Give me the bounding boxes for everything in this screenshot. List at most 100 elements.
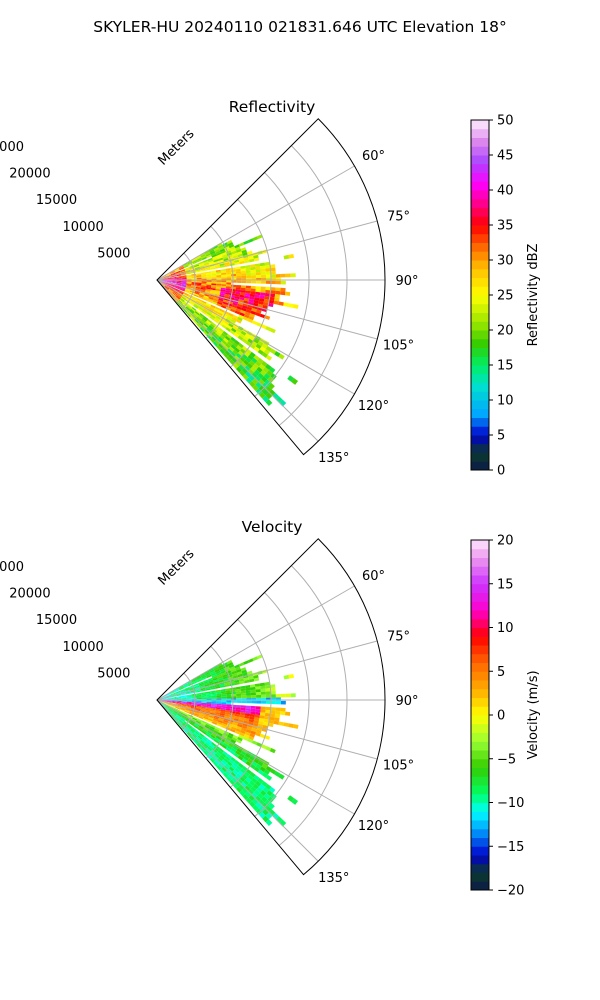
echo-cell: [170, 705, 176, 708]
echo-cell: [180, 725, 185, 730]
echo-cell: [210, 314, 216, 319]
echo-cell: [181, 280, 187, 282]
echo-cell: [268, 802, 275, 810]
echo-cell: [220, 711, 226, 714]
echo-cell: [216, 273, 222, 276]
echo-cell: [260, 271, 266, 275]
echo-cell: [176, 274, 182, 277]
echo-cell: [165, 704, 171, 707]
echo-cell: [261, 343, 268, 350]
echo-cell: [207, 738, 213, 744]
echo-cell: [235, 711, 241, 715]
echo-cell: [186, 695, 192, 697]
echo-cell: [175, 285, 181, 288]
echo-cell: [264, 261, 270, 266]
colorbar-segment: [471, 286, 489, 296]
echo-cell: [171, 697, 177, 699]
echo-cell: [256, 742, 263, 748]
echo-cell: [174, 296, 180, 301]
echo-cell: [253, 758, 260, 764]
azimuth-gridline: [156, 699, 378, 760]
echo-cell: [236, 345, 242, 351]
echo-cell: [172, 712, 177, 717]
echo-cell: [184, 300, 189, 305]
echo-cell: [166, 700, 172, 702]
echo-cell: [214, 668, 220, 673]
echo-cell: [219, 712, 225, 716]
echo-cell: [214, 726, 221, 731]
echo-cell: [238, 678, 245, 682]
echo-cell: [206, 701, 212, 704]
echo-cell: [241, 305, 248, 310]
echo-cell: [225, 726, 231, 731]
echo-cell: [218, 336, 224, 342]
echo-cell: [258, 363, 266, 370]
colorbar-segment: [471, 680, 489, 690]
colorbar-tick-label: 10: [497, 394, 514, 409]
echo-cell: [201, 310, 207, 315]
echo-cell: [217, 242, 223, 247]
colorbar-segment: [471, 128, 489, 138]
echo-cell: [255, 689, 261, 693]
colorbar-segment: [471, 452, 489, 462]
echo-cell: [283, 722, 289, 727]
echo-cell: [241, 275, 247, 279]
echo-cell: [183, 713, 189, 717]
echo-cell: [251, 777, 258, 784]
echo-cell: [241, 758, 248, 764]
echo-cell: [246, 695, 252, 699]
echo-cell: [177, 713, 182, 718]
echo-cell: [278, 301, 284, 306]
echo-cell: [235, 668, 242, 673]
echo-cell: [201, 273, 207, 276]
echo-cell: [170, 706, 176, 709]
echo-cell: [205, 691, 212, 694]
echo-cell: [196, 283, 202, 286]
echo-cell: [196, 694, 202, 696]
azimuth-tick-label: 135°: [318, 451, 349, 466]
echo-cell: [265, 774, 273, 781]
echo-cell: [257, 340, 264, 347]
echo-cell: [194, 684, 200, 688]
echo-cell: [196, 285, 202, 288]
echo-cell: [248, 718, 255, 723]
colorbar-tick-label: 15: [497, 359, 514, 374]
echo-cell: [260, 265, 266, 270]
echo-cell: [170, 271, 176, 275]
echo-cell: [224, 755, 231, 762]
echo-cell: [181, 698, 187, 700]
echo-cell: [196, 703, 202, 706]
echo-cell: [251, 695, 257, 699]
echo-cell: [243, 359, 250, 366]
echo-cell: [192, 296, 198, 300]
echo-cell: [196, 282, 202, 285]
echo-cell: [199, 746, 205, 752]
echo-cell: [288, 303, 294, 308]
echo-cell: [200, 721, 207, 726]
echo-cell: [216, 285, 222, 288]
echo-cell: [236, 328, 243, 334]
echo-cell: [176, 702, 182, 704]
echo-cell: [221, 744, 227, 750]
echo-cell: [205, 673, 211, 677]
range-axis-label: Meters: [156, 126, 198, 168]
echo-cell: [262, 304, 268, 310]
echo-cell: [195, 300, 201, 305]
echo-cell: [263, 349, 270, 355]
echo-cell: [275, 710, 281, 715]
echo-cell: [177, 713, 183, 717]
echo-cell: [194, 266, 200, 270]
echo-cell: [216, 702, 222, 705]
echo-cell: [183, 293, 189, 297]
echo-cell: [213, 679, 219, 683]
colorbar-segment: [471, 338, 489, 348]
echo-cell: [260, 268, 266, 273]
echo-cell: [196, 743, 202, 749]
echo-cell: [239, 716, 245, 721]
echo-cell: [205, 688, 211, 691]
echo-cell: [249, 716, 255, 720]
echo-cell: [181, 284, 187, 286]
velocity-panel: 50001000015000200002500060°75°90°105°120…: [0, 518, 541, 899]
echo-cell: [254, 795, 262, 802]
echo-cell: [194, 738, 199, 744]
